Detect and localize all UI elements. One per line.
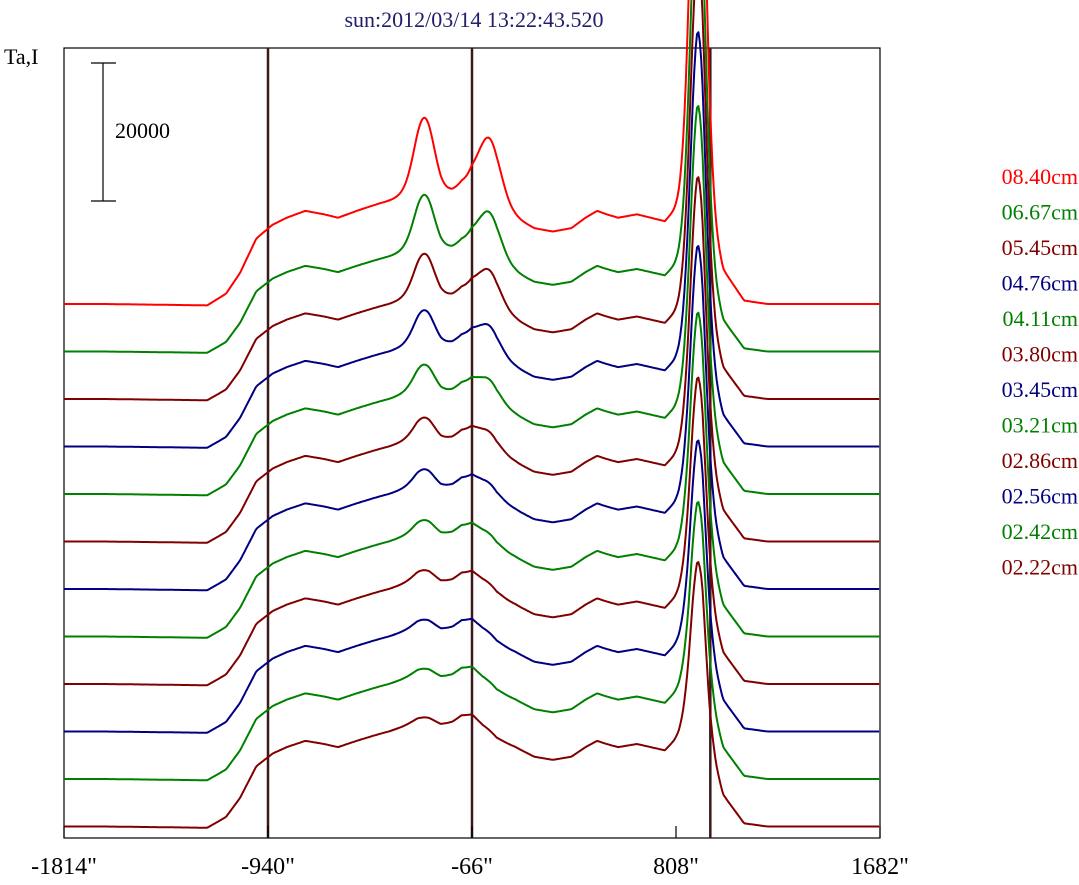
legend-entry-02.56cm: 02.56cm xyxy=(1002,484,1078,509)
series-line-04.76cm xyxy=(64,31,880,449)
x-tick-label-1: -940" xyxy=(241,854,295,880)
series-line-02.22cm xyxy=(64,561,880,829)
legend-entry-02.42cm: 02.42cm xyxy=(1002,519,1078,544)
series-line-02.42cm xyxy=(64,501,880,782)
legend-entry-08.40cm: 08.40cm xyxy=(1002,164,1078,189)
x-tick-label-4: 1682" xyxy=(851,854,909,880)
legend-entry-02.86cm: 02.86cm xyxy=(1002,448,1078,473)
series-line-02.56cm xyxy=(64,439,880,734)
vertical-markers xyxy=(266,48,712,838)
legend-entry-03.45cm: 03.45cm xyxy=(1002,377,1078,402)
legend-entry-03.21cm: 03.21cm xyxy=(1002,413,1078,438)
legend-entry-05.45cm: 05.45cm xyxy=(1002,235,1078,260)
legend-entry-04.11cm: 04.11cm xyxy=(1002,306,1078,331)
series-line-06.67cm xyxy=(64,0,880,354)
x-tick-label-3: 808" xyxy=(653,854,699,880)
series-line-03.21cm xyxy=(64,311,880,639)
series-line-04.11cm xyxy=(64,105,880,497)
series-layer xyxy=(64,0,880,829)
scale-bar-label: 20000 xyxy=(115,118,170,143)
legend-entry-04.76cm: 04.76cm xyxy=(1002,271,1078,296)
x-axis: -1814" -940" -66" 808" 1682" xyxy=(31,826,909,880)
legend-entry-06.67cm: 06.67cm xyxy=(1002,200,1078,225)
scale-bar xyxy=(91,62,116,202)
series-line-08.40cm xyxy=(64,0,880,307)
y-axis-label: Ta,I xyxy=(4,44,39,69)
series-line-03.45cm xyxy=(64,245,880,592)
chart-title: sun:2012/03/14 13:22:43.520 xyxy=(344,7,603,32)
series-line-05.45cm xyxy=(64,0,880,402)
legend: 08.40cm 06.67cm 05.45cm 04.76cm 04.11cm 03.80… xyxy=(1002,164,1078,580)
x-tick-label-0: -1814" xyxy=(31,854,97,880)
series-line-03.80cm xyxy=(64,176,880,544)
x-tick-label-2: -66" xyxy=(451,854,493,880)
legend-entry-02.22cm: 02.22cm xyxy=(1002,555,1078,580)
series-line-02.86cm xyxy=(64,376,880,687)
legend-entry-03.80cm: 03.80cm xyxy=(1002,342,1078,367)
